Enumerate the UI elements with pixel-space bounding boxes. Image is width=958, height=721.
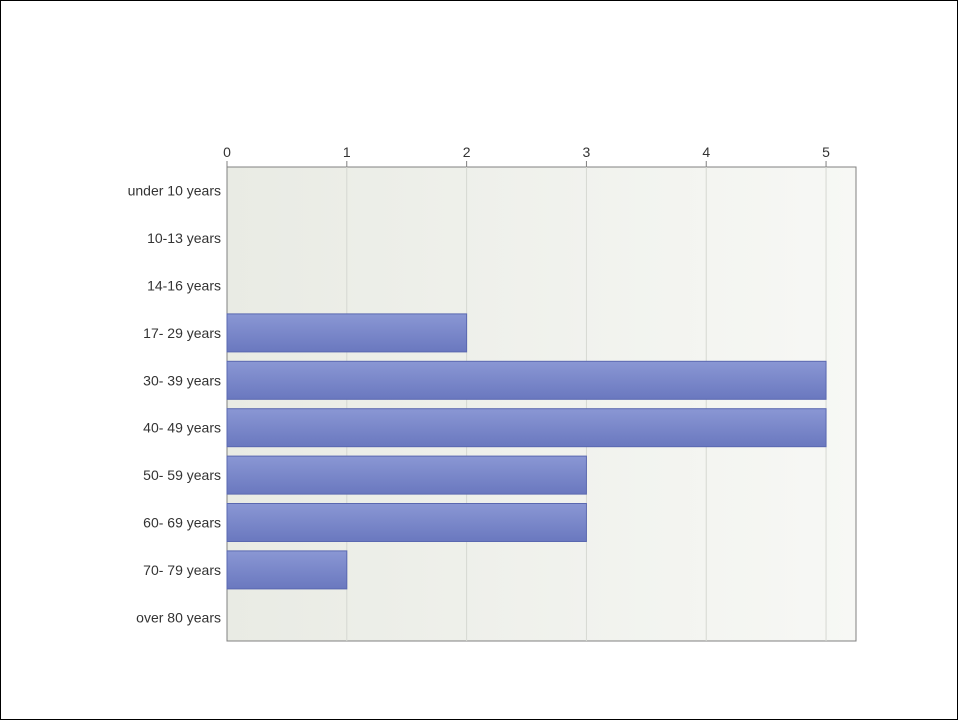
- category-label: 40- 49 years: [143, 420, 221, 436]
- tick-label: 4: [702, 144, 710, 160]
- bar: [226, 408, 827, 448]
- category-label: 30- 39 years: [143, 372, 221, 388]
- category-label: 17- 29 years: [143, 325, 221, 341]
- bar: [226, 455, 587, 495]
- category-label: 60- 69 years: [143, 515, 221, 531]
- x-axis-ticks: 0 1 2 3 4 5: [223, 144, 830, 167]
- category-label: 14-16 years: [147, 278, 221, 294]
- category-label: under 10 years: [128, 183, 221, 199]
- category-label: 10-13 years: [147, 230, 221, 246]
- tick-label: 3: [583, 144, 591, 160]
- tick-label: 5: [822, 144, 830, 160]
- bar: [226, 550, 348, 590]
- tick-label: 1: [343, 144, 351, 160]
- category-label: 70- 79 years: [143, 562, 221, 578]
- bar: [226, 360, 827, 400]
- bar: [226, 313, 468, 353]
- bar: [226, 503, 587, 542]
- category-label: over 80 years: [136, 609, 221, 625]
- y-axis-categories: under 10 years 10-13 years 14-16 years 17- …: [128, 183, 221, 626]
- tick-label: 0: [223, 144, 231, 160]
- tick-label: 2: [463, 144, 471, 160]
- category-label: 50- 59 years: [143, 467, 221, 483]
- bars: [226, 313, 827, 590]
